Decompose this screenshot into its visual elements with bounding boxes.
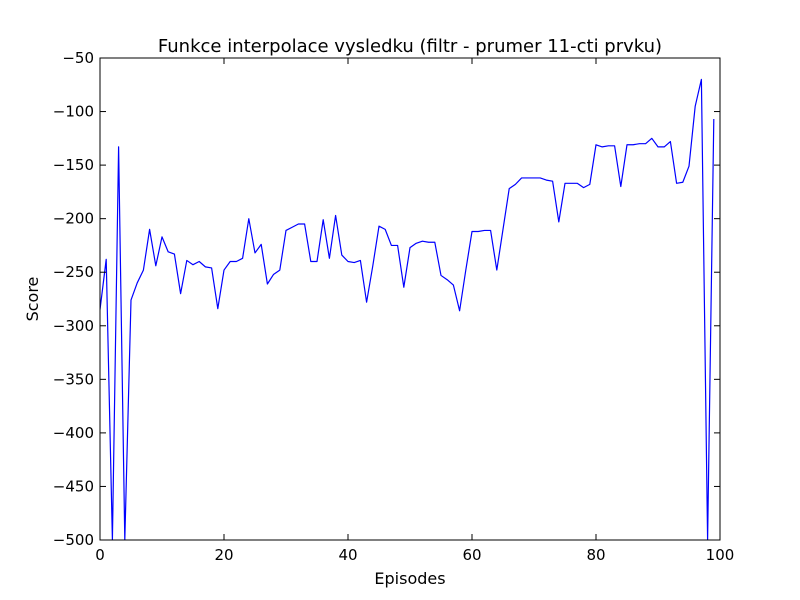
x-tick-label: 60 xyxy=(462,546,481,564)
x-axis-ticks: 0 20 40 60 80 100 xyxy=(95,58,734,564)
y-tick-label: −100 xyxy=(53,103,94,121)
series-line-0 xyxy=(100,78,715,540)
y-tick-label: −500 xyxy=(53,531,94,549)
y-tick-label: −200 xyxy=(53,210,94,228)
y-tick-label: −350 xyxy=(53,370,94,388)
y-tick-label: −50 xyxy=(62,49,94,67)
plot-frame xyxy=(99,57,721,541)
x-tick-label: 100 xyxy=(706,546,735,564)
y-tick-label: −250 xyxy=(53,263,94,281)
y-tick-label: −450 xyxy=(53,477,94,495)
x-axis-label: Episodes xyxy=(374,569,445,588)
y-axis-label: Score xyxy=(23,277,42,322)
x-tick-label: 0 xyxy=(95,546,105,564)
y-tick-label: −400 xyxy=(53,424,94,442)
x-tick-label: 20 xyxy=(214,546,233,564)
x-tick-label: 80 xyxy=(586,546,605,564)
y-axis-ticks: −500 −450 −400 −350 −300 −250 −200 −150 −100 −50 xyxy=(53,49,720,549)
y-tick-label: −300 xyxy=(53,317,94,335)
x-tick-label: 40 xyxy=(338,546,357,564)
chart-title: Funkce interpolace vysledku (filtr - pru… xyxy=(158,36,662,57)
plot-area xyxy=(100,78,715,540)
y-tick-label: −150 xyxy=(53,156,94,174)
